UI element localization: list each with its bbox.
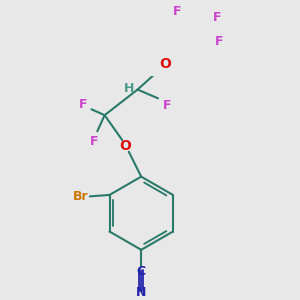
Text: H: H xyxy=(124,82,134,94)
Text: O: O xyxy=(119,139,131,153)
Text: F: F xyxy=(173,5,181,18)
Text: Br: Br xyxy=(72,190,88,203)
Text: F: F xyxy=(214,35,223,49)
Text: F: F xyxy=(163,99,171,112)
Text: F: F xyxy=(213,11,222,24)
Text: F: F xyxy=(89,135,98,148)
Text: F: F xyxy=(78,98,87,111)
Text: C: C xyxy=(137,265,146,278)
Text: O: O xyxy=(159,57,171,71)
Text: N: N xyxy=(136,286,146,299)
